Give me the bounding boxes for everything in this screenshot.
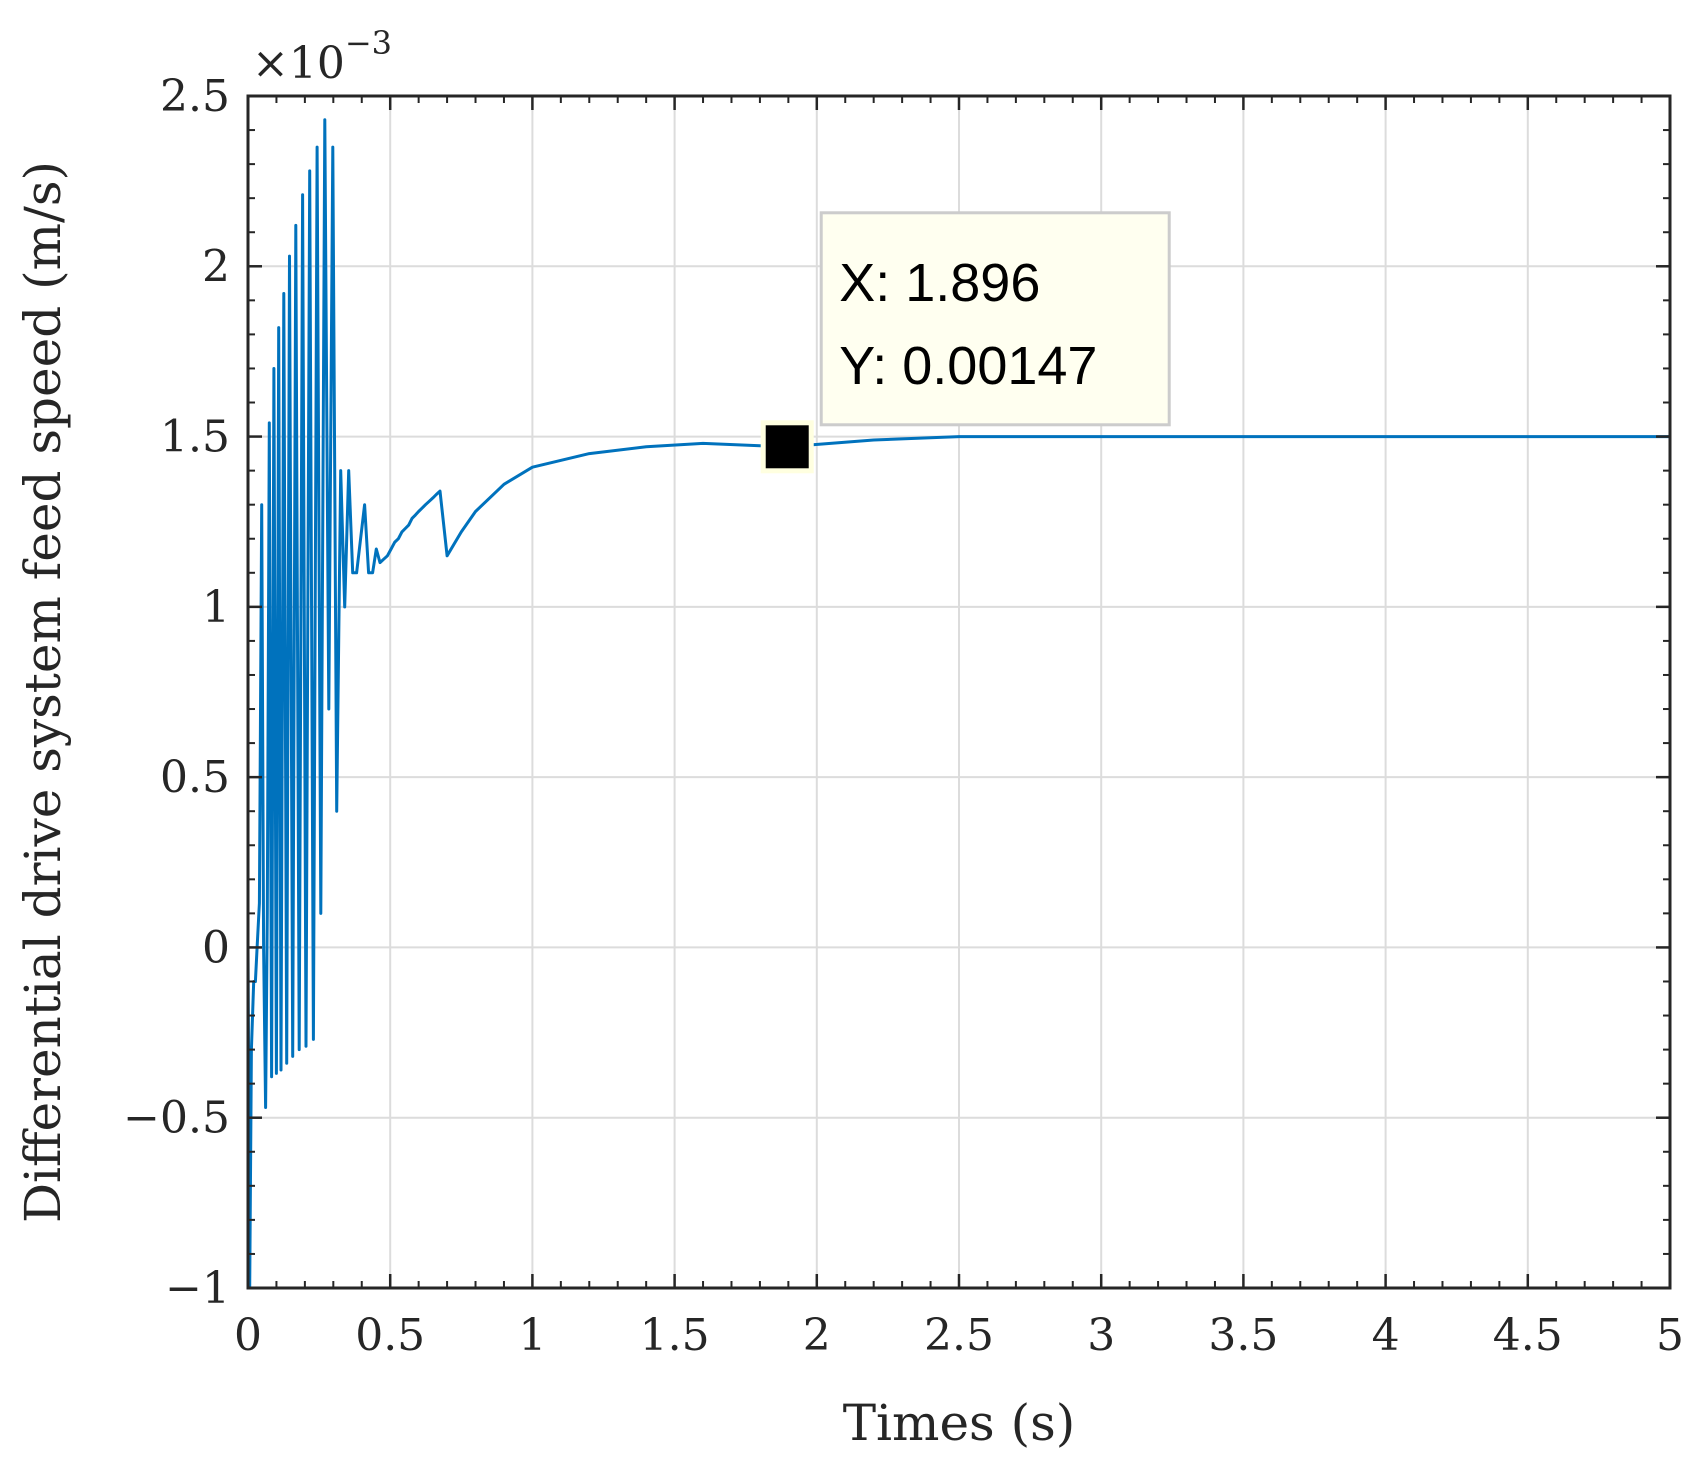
datatip-marker[interactable] xyxy=(760,420,814,474)
y-tick-label: 0 xyxy=(202,922,230,973)
datatip-y-text: Y: 0.00147 xyxy=(839,336,1097,396)
y-tick-label: 1.5 xyxy=(160,412,230,463)
y-exponent-label: ×10−3 xyxy=(252,24,392,89)
plot-area xyxy=(246,118,1670,1290)
x-tick-label: 0 xyxy=(234,1310,262,1361)
x-tick-label: 0.5 xyxy=(355,1310,425,1361)
x-tick-label: 4.5 xyxy=(1493,1310,1563,1361)
x-tick-label: 4 xyxy=(1372,1310,1400,1361)
x-tick-label: 3 xyxy=(1087,1310,1115,1361)
y-exponent-base: ×10 xyxy=(252,38,345,89)
x-tick-label: 1 xyxy=(518,1310,546,1361)
y-tick-label: −1 xyxy=(165,1263,230,1314)
x-axis-label: Times (s) xyxy=(843,1394,1076,1452)
datatip-box xyxy=(819,211,1171,427)
y-tick-labels: −1 −0.5 0 0.5 1 1.5 2 2.5 xyxy=(123,71,230,1314)
y-tick-label: −0.5 xyxy=(123,1093,230,1144)
x-tick-label: 5 xyxy=(1656,1310,1684,1361)
x-tick-label: 2 xyxy=(803,1310,831,1361)
series-line xyxy=(246,118,1670,1290)
x-tick-label: 3.5 xyxy=(1208,1310,1278,1361)
y-tick-label: 1 xyxy=(202,582,230,633)
y-tick-label: 2.5 xyxy=(160,71,230,122)
y-tick-label: 0.5 xyxy=(160,752,230,803)
y-tick-label: 2 xyxy=(202,241,230,292)
datatip[interactable]: X: 1.896 Y: 0.00147 xyxy=(760,211,1171,474)
y-axis-label: Differential drive system feed speed (m/… xyxy=(14,161,72,1223)
y-exponent-power: −3 xyxy=(345,24,392,62)
x-tick-label: 2.5 xyxy=(924,1310,994,1361)
datatip-x-text: X: 1.896 xyxy=(839,253,1040,313)
x-tick-labels: 0 0.5 1 1.5 2 2.5 3 3.5 4 4.5 5 xyxy=(234,1310,1684,1361)
tick-marks xyxy=(246,94,1672,1290)
x-tick-label: 1.5 xyxy=(640,1310,710,1361)
